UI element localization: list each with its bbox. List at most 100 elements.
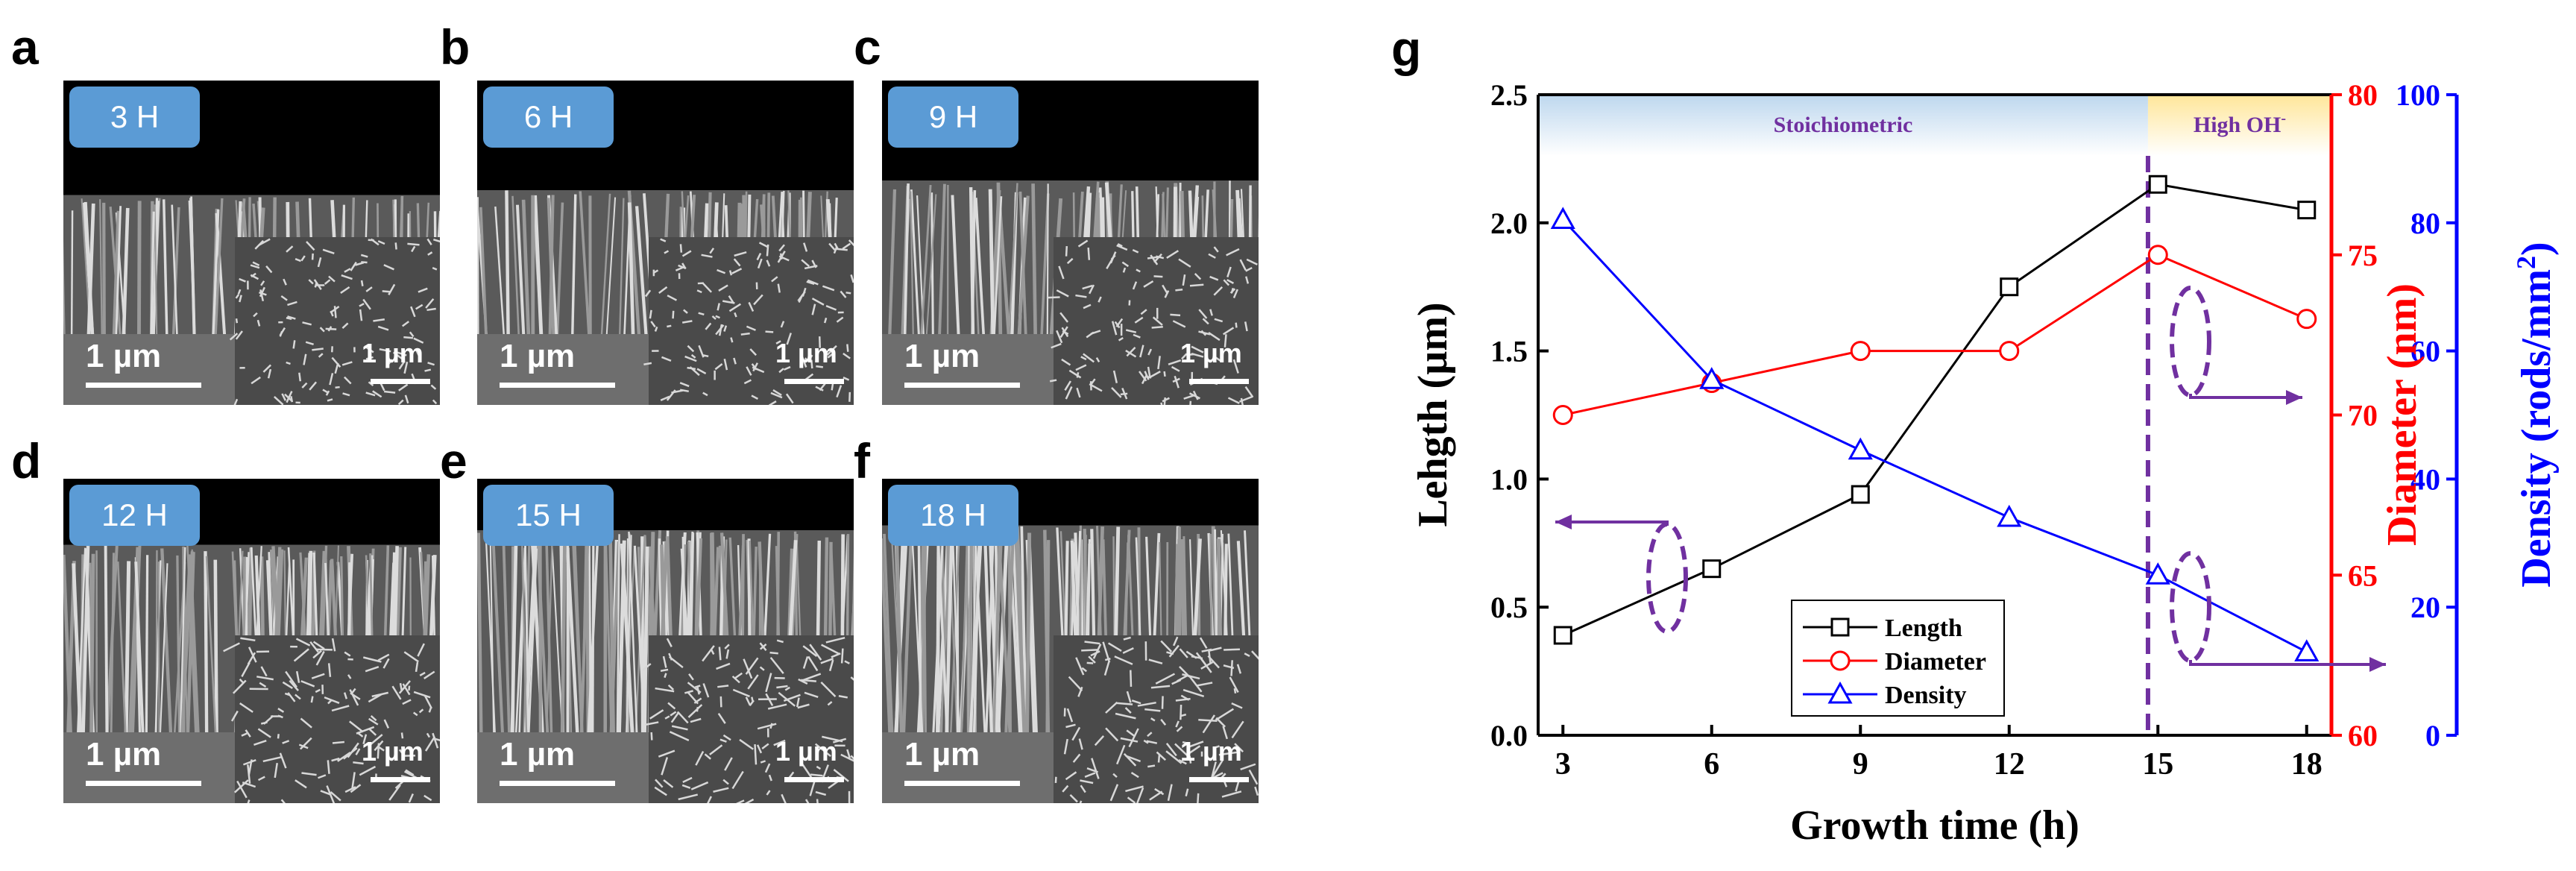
annotation-arrow — [1555, 521, 1669, 526]
scale-bar-top — [784, 379, 844, 384]
scale-bar-label-side: 1 µm — [86, 736, 162, 773]
scale-bar-top — [371, 379, 430, 384]
scale-bar-side — [86, 383, 201, 388]
data-point-density — [2294, 639, 2320, 661]
sem-image-b: 6 H 1 µm 1 µm — [477, 81, 854, 405]
data-point-length — [2148, 174, 2167, 194]
y-left-tick-label: 0.0 — [1490, 719, 1528, 752]
y-left-tick-label: 0.5 — [1490, 591, 1528, 624]
sem-image-c: 9 H 1 µm 1 µm — [882, 81, 1259, 405]
growth-time-badge: 6 H — [483, 87, 614, 148]
sem-image-d: 12 H 1 µm 1 µm — [63, 479, 440, 803]
legend-label: Density — [1885, 682, 1967, 709]
region-band-1 — [2147, 95, 2331, 156]
scale-bar-side — [86, 781, 201, 786]
panel-letter-g: g — [1391, 21, 1422, 76]
data-point-diameter — [1999, 341, 2020, 362]
y-right2-tick-label: 0 — [2425, 719, 2440, 752]
data-point-length — [1553, 626, 1572, 645]
scale-bar-top — [784, 777, 844, 782]
x-tick-label: 6 — [1704, 747, 1719, 782]
annotation-arrowhead — [1555, 515, 1572, 529]
scale-bar-side — [500, 781, 615, 786]
panel-letter-b: b — [440, 19, 470, 75]
annotation-arrowhead — [2286, 390, 2302, 405]
y-left-tick-label: 1.0 — [1490, 462, 1528, 496]
data-point-length — [1851, 485, 1870, 504]
y-axis-left-title: Lehgth (µm) — [1410, 302, 1456, 526]
sem-texture — [882, 180, 1259, 405]
growth-time-badge: 15 H — [483, 485, 614, 546]
y-right2-tick-label: 60 — [2410, 335, 2440, 368]
growth-time-badge: 18 H — [888, 485, 1018, 546]
panel-letter-f: f — [854, 433, 870, 488]
y-right2-tick-label: 80 — [2410, 207, 2440, 240]
legend-box — [1791, 600, 2005, 717]
sem-texture — [63, 195, 440, 405]
growth-time-badge: 9 H — [888, 87, 1018, 148]
data-point-length — [2297, 201, 2317, 220]
data-point-length — [1702, 559, 1722, 579]
data-point-diameter — [2147, 245, 2168, 265]
growth-time-badge: 3 H — [69, 87, 200, 148]
scale-bar-label-side: 1 µm — [904, 736, 980, 773]
annotation-arrowhead — [2369, 657, 2386, 672]
y-right1-tick-label: 65 — [2348, 559, 2378, 592]
annotation-ellipse — [2170, 551, 2211, 663]
scale-bar-label-top: 1 µm — [775, 338, 837, 368]
scale-bar-label-top: 1 µm — [362, 736, 423, 767]
y-right1-tick-label: 70 — [2348, 399, 2378, 433]
panel-letter-c: c — [854, 19, 881, 75]
panel-letter-e: e — [440, 433, 467, 488]
y-right1-tick-label: 60 — [2348, 719, 2378, 752]
scale-bar-top — [1189, 379, 1249, 384]
annotation-ellipse — [2170, 286, 2211, 397]
panel-letter-d: d — [11, 433, 42, 488]
y-left-tick-label: 1.5 — [1490, 335, 1528, 368]
sem-texture — [882, 525, 1259, 803]
data-point-diameter — [2296, 309, 2317, 330]
legend-marker — [1827, 681, 1853, 704]
data-point-density — [2145, 562, 2170, 585]
scale-bar-label-side: 1 µm — [500, 736, 576, 773]
scale-bar-side — [904, 781, 1020, 786]
legend-marker — [1830, 650, 1851, 671]
annotation-arrow — [2189, 394, 2302, 399]
annotation-arrow — [2189, 660, 2386, 666]
y-right1-tick-label: 75 — [2348, 239, 2378, 272]
data-point-density — [1699, 367, 1725, 389]
y-right2-tick-label: 20 — [2410, 591, 2440, 624]
sem-texture — [477, 190, 854, 405]
scale-bar-label-top: 1 µm — [362, 338, 423, 368]
legend-marker — [1830, 617, 1850, 637]
x-tick-label: 12 — [1994, 747, 2025, 782]
series-line-length — [1562, 183, 2308, 637]
scale-bar-side — [904, 383, 1020, 388]
legend-label: Length — [1885, 614, 1962, 642]
y-axis-right2-title: Density (rods/mm2) — [2511, 242, 2560, 587]
sem-texture — [477, 530, 854, 803]
data-point-density — [1997, 504, 2022, 527]
scale-bar-top — [1189, 777, 1249, 782]
sem-image-a: 3 H 1 µm 1 µm — [63, 81, 440, 405]
region-label-0: Stoichiometric — [1774, 113, 1913, 137]
panel-letter-a: a — [11, 19, 39, 75]
scale-bar-top — [371, 777, 430, 782]
x-tick-label: 3 — [1555, 747, 1571, 782]
sem-image-f: 18 H 1 µm 1 µm — [882, 479, 1259, 803]
scale-bar-label-top: 1 µm — [1180, 736, 1242, 767]
scale-bar-label-top: 1 µm — [1180, 338, 1242, 368]
region-band-0 — [1538, 95, 2148, 156]
growth-chart: Stoichiometric High OH- 3 6 9 12 15 18 0.0 0.5 1.0… — [1410, 78, 2560, 849]
series-line-density — [1562, 218, 2308, 653]
scale-bar-label-side: 1 µm — [904, 338, 980, 374]
scale-bar-label-top: 1 µm — [775, 736, 837, 767]
scale-bar-label-side: 1 µm — [86, 338, 162, 374]
x-tick-label: 15 — [2142, 747, 2173, 782]
y-left-tick-label: 2.5 — [1490, 78, 1528, 112]
data-point-length — [2000, 277, 2019, 297]
y-right1-tick-label: 80 — [2348, 78, 2378, 112]
growth-time-badge: 12 H — [69, 485, 200, 546]
data-point-diameter — [1552, 405, 1573, 425]
scale-bar-side — [500, 383, 615, 388]
